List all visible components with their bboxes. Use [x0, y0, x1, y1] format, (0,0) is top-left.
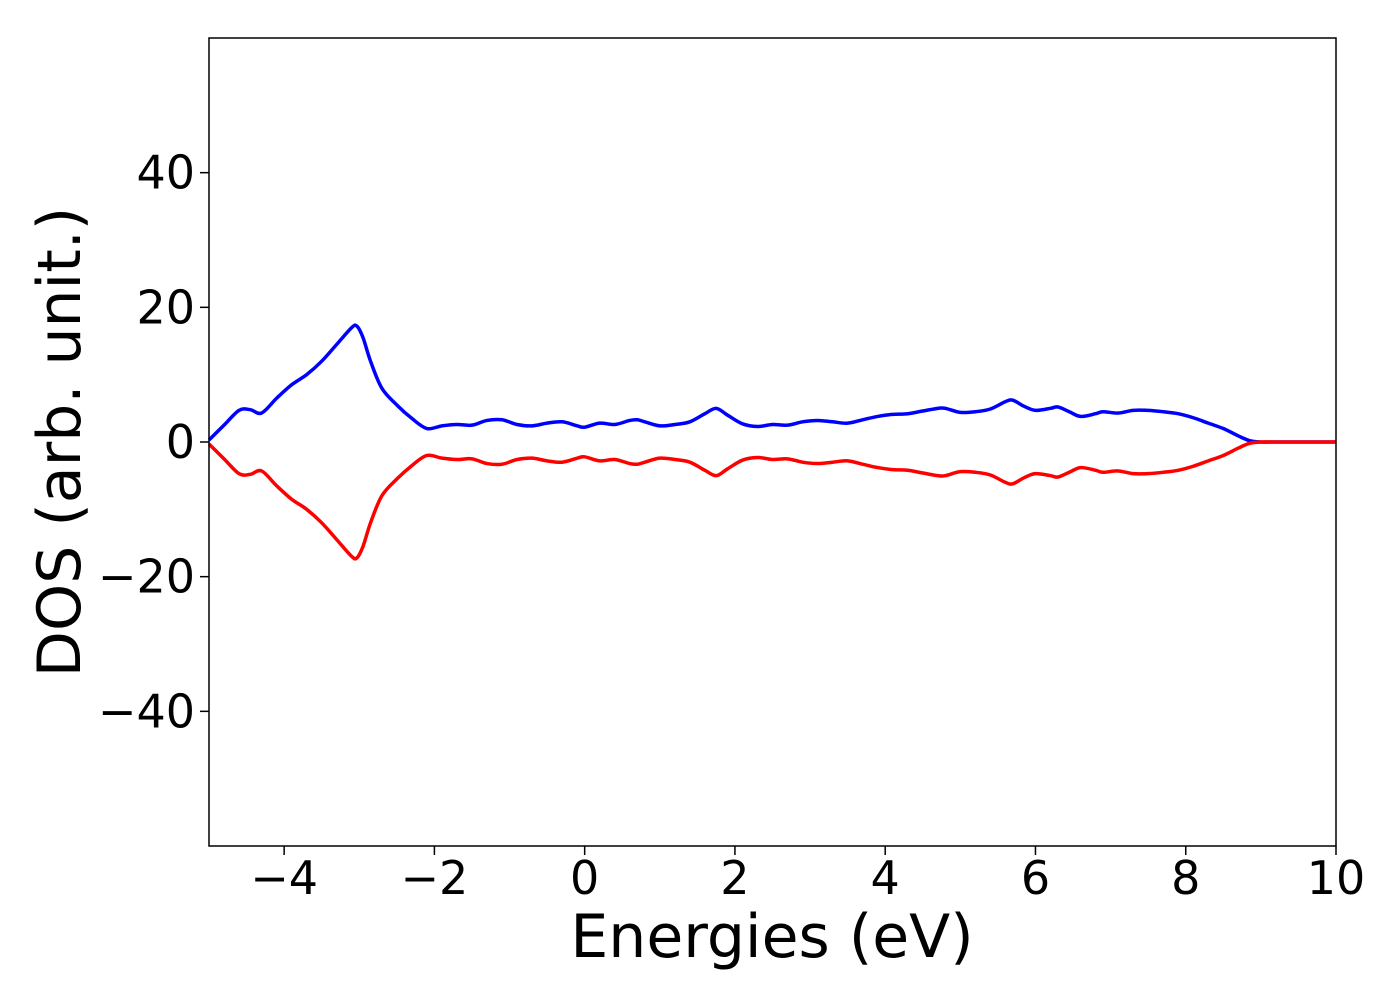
x-tick-label: −4 — [250, 851, 318, 905]
series-line-2 — [207, 440, 1336, 561]
x-tick-label: 6 — [1021, 851, 1050, 905]
x-tick-label: 10 — [1307, 851, 1366, 905]
y-tick-label: −40 — [98, 684, 195, 738]
x-tick-label: 0 — [570, 851, 599, 905]
y-axis-ticks: 40 20 0 −20 −40 — [98, 146, 209, 738]
y-tick-label: 20 — [136, 280, 195, 334]
x-tick-label: 8 — [1171, 851, 1200, 905]
series-layer — [207, 323, 1336, 561]
y-tick-label: 40 — [136, 146, 195, 200]
y-tick-label: −20 — [98, 550, 195, 604]
x-tick-label: 2 — [720, 851, 749, 905]
x-tick-label: −2 — [400, 851, 468, 905]
series-line-1 — [207, 323, 1336, 444]
x-tick-label: 4 — [871, 851, 900, 905]
x-axis-ticks: −4 −2 0 2 4 6 8 10 — [250, 846, 1365, 905]
y-tick-label: 0 — [166, 415, 195, 469]
y-axis-label: DOS (arb. unit.) — [25, 207, 95, 677]
x-axis-label: Energies (eV) — [570, 902, 973, 972]
